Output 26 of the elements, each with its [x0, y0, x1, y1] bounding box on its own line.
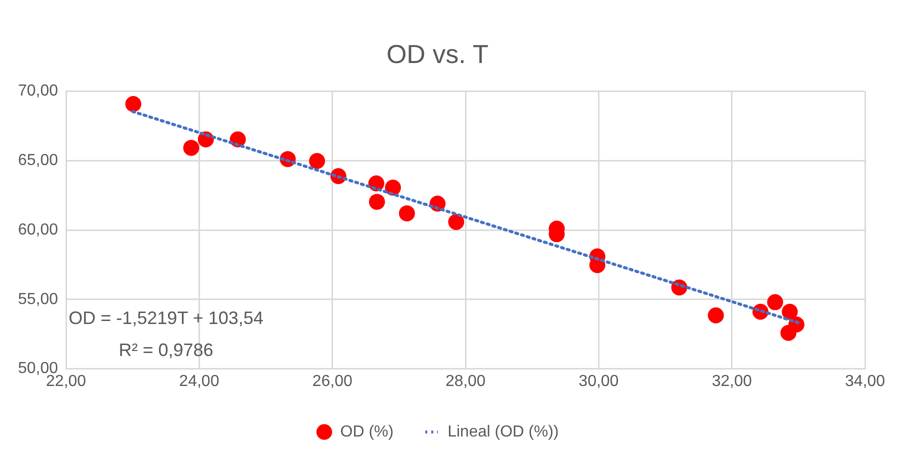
point	[183, 140, 200, 156]
y-tick-label: 55,00	[18, 290, 58, 308]
x-tick-label: 26,00	[312, 372, 352, 390]
point	[368, 194, 385, 210]
x-tick-label: 32,00	[712, 372, 752, 390]
annotation: R² = 0,9786	[118, 340, 214, 360]
chart-title: OD vs. T	[386, 38, 489, 69]
point	[398, 205, 415, 222]
y-tick-label: 60,00	[18, 221, 58, 238]
point	[309, 153, 326, 170]
x-tick-label: 30,00	[578, 372, 619, 390]
y-tick-label: 65,00	[18, 152, 58, 170]
point	[708, 307, 724, 324]
annotation: OD = -1,5219T + 103,54	[68, 308, 264, 328]
x-tick-label: 28,00	[445, 372, 486, 390]
x-tick-label: 34,00	[844, 372, 886, 390]
legend-label: Lineal (OD (%))	[448, 423, 559, 440]
x-tick-label: 24,00	[179, 372, 220, 390]
point	[780, 324, 796, 341]
point	[125, 96, 142, 112]
point	[782, 304, 798, 320]
y-tick-label: 70,00	[18, 82, 58, 100]
x-tick-label: 22,00	[46, 372, 86, 390]
point	[448, 214, 464, 230]
legend-label: OD (%)	[340, 423, 394, 440]
point	[767, 294, 784, 310]
